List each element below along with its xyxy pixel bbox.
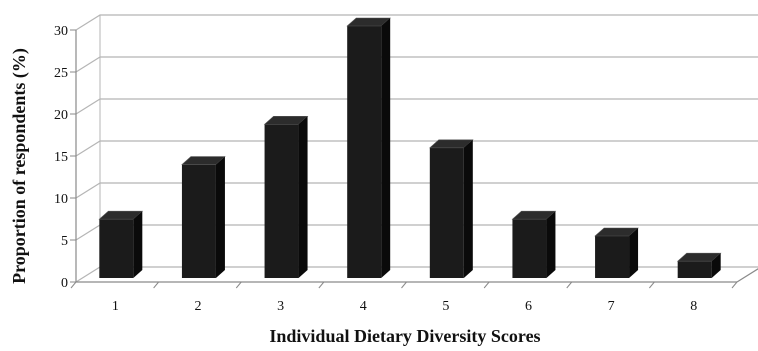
x-tick <box>70 281 77 289</box>
bar-front <box>264 124 299 278</box>
gridline <box>75 140 758 157</box>
bar <box>263 115 309 278</box>
bars <box>98 17 722 278</box>
x-tick <box>401 281 407 289</box>
y-axis-title: Proportion of respondents (%) <box>9 48 30 284</box>
y-tick-label: 5 <box>61 234 68 249</box>
x-tick-label: 3 <box>277 299 284 314</box>
bar <box>429 139 474 278</box>
x-tick <box>648 281 655 289</box>
bar <box>98 210 144 278</box>
x-tick-label: 5 <box>442 299 449 314</box>
x-tick <box>483 281 490 289</box>
gridline <box>75 224 758 241</box>
bar <box>181 156 226 278</box>
x-tick <box>566 281 573 289</box>
bar <box>676 252 722 278</box>
floor-right-edge <box>736 268 758 283</box>
x-tick-label: 2 <box>194 299 201 314</box>
x-tick-labels: 1 2 3 4 5 6 7 8 <box>112 299 697 314</box>
bar-front <box>99 219 134 278</box>
bar-front <box>595 236 630 278</box>
bar-side <box>546 211 556 278</box>
bar <box>346 17 391 278</box>
bar-side <box>133 211 143 278</box>
x-tick <box>318 281 325 289</box>
y-tick-label: 0 <box>61 276 68 291</box>
y-tick-label: 15 <box>54 150 68 165</box>
x-axis-title: Individual Dietary Diversity Scores <box>269 326 540 346</box>
bar-front <box>429 147 464 278</box>
bar-side <box>711 253 721 278</box>
y-tick-label: 30 <box>54 24 68 39</box>
bar-side <box>381 18 391 278</box>
bar-side <box>215 156 225 278</box>
x-tick-label: 4 <box>360 299 367 314</box>
bar-front <box>347 26 382 278</box>
y-tick-label: 25 <box>54 66 68 81</box>
x-tick <box>235 281 242 289</box>
bar <box>511 210 557 278</box>
bar-front <box>512 219 547 278</box>
gridlines <box>75 14 758 283</box>
bar-side <box>298 116 308 278</box>
x-tick <box>153 281 160 289</box>
bar-side <box>629 228 639 278</box>
x-tick-label: 6 <box>525 299 532 314</box>
bar <box>594 227 639 278</box>
y-tick-label: 10 <box>54 192 68 207</box>
x-tick-label: 8 <box>690 299 697 314</box>
bar-front <box>181 164 216 278</box>
x-tick-label: 1 <box>112 299 119 314</box>
gridline <box>75 56 758 73</box>
y-tick-labels: 0 5 10 15 20 25 30 <box>54 24 68 291</box>
x-tick <box>731 281 738 289</box>
bar-front <box>677 261 712 278</box>
gridline <box>75 182 758 199</box>
y-tick-label: 20 <box>54 108 68 123</box>
axes <box>70 15 758 289</box>
x-tick-label: 7 <box>608 299 615 314</box>
gridline <box>75 98 758 115</box>
gridline <box>75 266 758 283</box>
gridline <box>75 14 758 31</box>
bar-side <box>463 139 473 278</box>
